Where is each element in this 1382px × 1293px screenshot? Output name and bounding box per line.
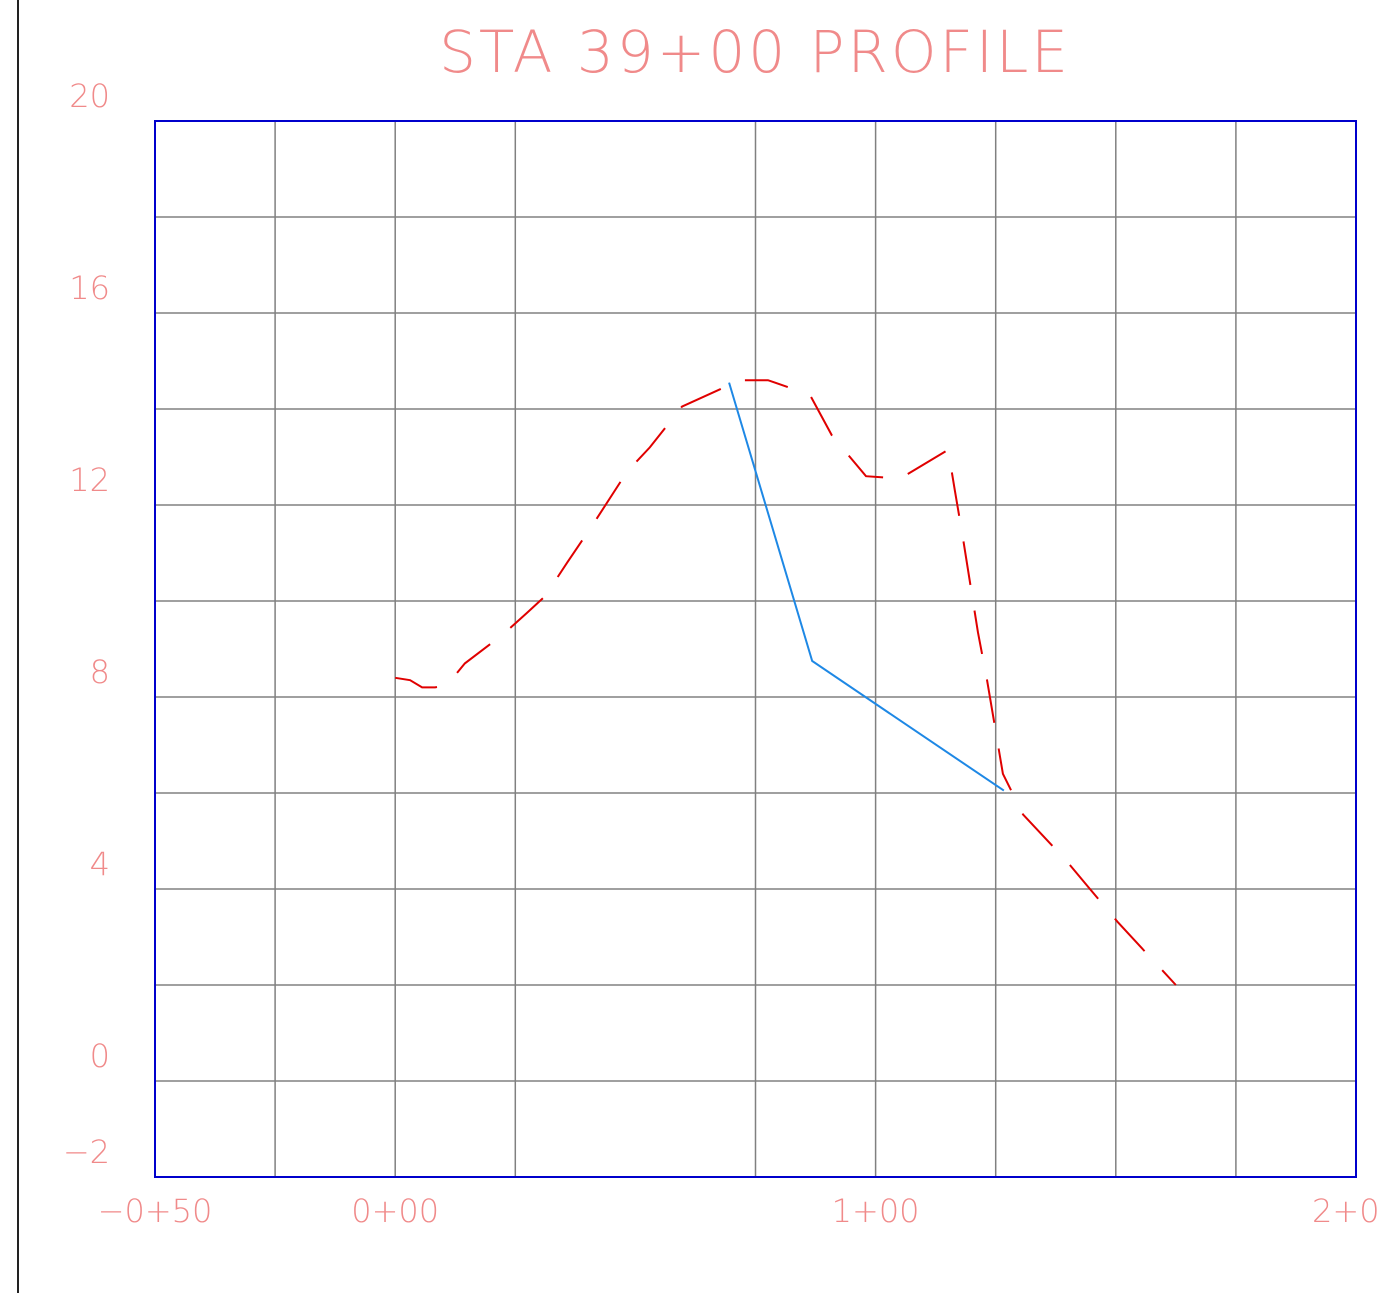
profile-line [395,379,1177,986]
chart-title: STA 39+00 PROFILE [439,18,1071,86]
x-tick-label: −0+50 [98,1192,213,1230]
x-tick-label: 1+00 [832,1192,920,1230]
y-tick-label: 20 [69,77,110,115]
plot-frame [154,120,1357,1178]
y-tick-label: −2 [63,1133,110,1171]
x-tick-label: 2+00 [1312,1192,1382,1230]
y-tick-label: 12 [69,461,110,499]
y-tick-label: 0 [90,1037,110,1075]
y-tick-label: 8 [90,653,110,691]
x-tick-label: 0+00 [351,1192,439,1230]
y-tick-label: 4 [90,845,110,883]
profile-line [728,382,1005,792]
y-tick-label: 16 [69,269,110,307]
